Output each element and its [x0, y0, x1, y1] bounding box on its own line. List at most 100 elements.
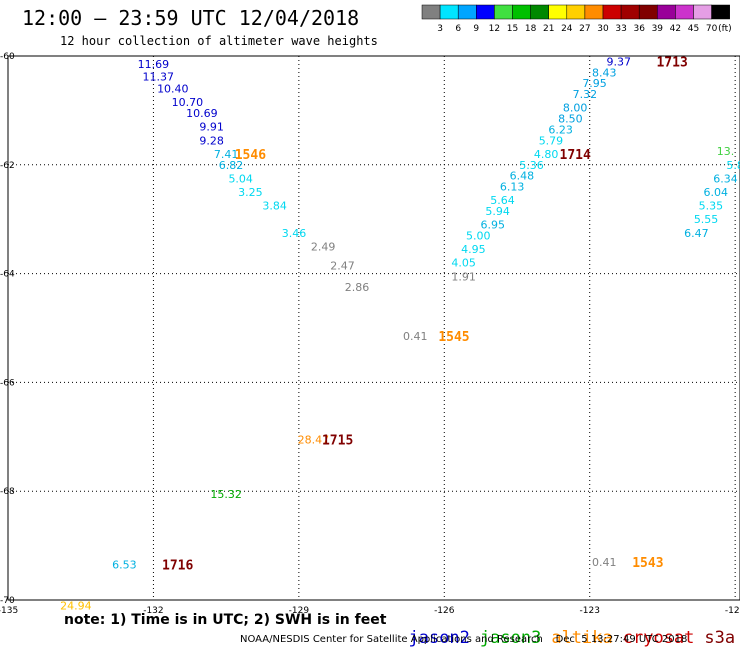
wave-height-value: 8.50: [558, 113, 583, 126]
credit-line: NOAA/NESDIS Center for Satellite Applica…: [240, 634, 688, 645]
wave-height-value: 0.41: [592, 556, 617, 569]
latitude-tick-label: -62: [0, 161, 15, 171]
color-scale-swatch: [421, 4, 441, 20]
color-scale-label: 45: [688, 24, 699, 34]
wave-height-value: 6.53: [112, 559, 137, 572]
wave-height-value: 5.55: [694, 213, 719, 226]
color-scale-swatch: [602, 4, 622, 20]
wave-height-value: 6.48: [510, 170, 535, 183]
color-scale-label: 9: [473, 24, 479, 34]
wave-height-value: 15.32: [210, 488, 242, 501]
wave-height-value: 10.70: [172, 96, 204, 109]
color-scale-label: 3: [437, 24, 443, 34]
wave-height-value: 1.91: [451, 270, 476, 283]
wave-height-value: 5.64: [490, 194, 515, 207]
wave-height-value: 10.69: [186, 107, 218, 120]
wave-height-value: 8.43: [592, 66, 617, 79]
color-scale-swatch: [530, 4, 549, 20]
wave-height-value: 3.84: [262, 200, 287, 213]
longitude-tick-label: -120: [725, 606, 740, 616]
color-scale-label: 21: [543, 24, 554, 34]
orbit-pass-label: 1714: [560, 148, 591, 163]
color-scale-swatch: [457, 4, 477, 20]
latitude-tick-label: -60: [0, 52, 15, 62]
color-scale-label: 12: [489, 24, 500, 34]
wave-height-value: 11.37: [143, 71, 175, 84]
color-scale-label: 33: [615, 24, 626, 34]
wave-height-value: 5.79: [539, 134, 564, 147]
longitude-tick-label: -135: [0, 606, 18, 616]
wave-height-value: 6.04: [704, 186, 729, 199]
color-scale-swatch: [620, 4, 640, 20]
color-scale-swatch: [439, 4, 459, 20]
longitude-tick-label: -132: [143, 606, 163, 616]
wave-height-value: 5.36: [519, 159, 544, 172]
color-scale-label: 18: [525, 24, 537, 34]
wave-height-value: 10.40: [157, 83, 189, 96]
color-scale-swatch: [638, 4, 658, 20]
color-scale-swatch: [711, 4, 730, 20]
longitude-tick-label: -129: [289, 606, 310, 616]
color-scale-label: 36: [633, 24, 645, 34]
wave-height-value: 5.8: [726, 159, 740, 172]
wave-height-value: 2.49: [311, 240, 336, 253]
latitude-tick-label: -70: [0, 596, 15, 606]
color-scale-swatch: [657, 4, 676, 20]
orbit-pass-label: 1713: [656, 55, 687, 70]
wave-height-value: 6.82: [219, 159, 244, 172]
satellite-legend-s3a: s3a: [704, 628, 736, 648]
wave-height-value: 4.05: [451, 257, 476, 270]
wave-height-value: 3.46: [282, 227, 307, 240]
wave-height-value: 2.47: [330, 259, 355, 272]
color-scale-label: 15: [507, 24, 518, 34]
color-scale-swatch: [512, 4, 531, 20]
orbit-pass-label: 1546: [235, 148, 266, 163]
wave-height-value: 2.86: [345, 281, 370, 294]
orbit-pass-label: 1716: [162, 559, 193, 574]
wave-height-value: 3.25: [238, 186, 263, 199]
wave-height-value: 24.94: [60, 599, 92, 612]
color-scale-label: 24: [561, 24, 573, 34]
wave-height-value: 8.00: [563, 102, 588, 115]
orbit-pass-label: 1543: [632, 556, 663, 571]
color-scale-unit: (ft): [718, 24, 732, 34]
color-scale-label: 70: [706, 24, 718, 34]
color-scale-swatch: [476, 4, 495, 20]
color-scale-swatch: [693, 4, 712, 20]
wave-height-value: 28.47: [298, 434, 330, 447]
orbit-pass-label: 1545: [438, 330, 469, 345]
wave-height-value: 0.41: [403, 330, 428, 343]
color-scale-label: 42: [670, 24, 681, 34]
wave-height-value: 5.04: [228, 172, 253, 185]
satellite-legend-jason3: jason3: [479, 628, 542, 648]
satellite-legend-altika: altika: [551, 628, 613, 648]
wave-height-value: 6.47: [684, 227, 709, 240]
satellite-legend: jason2 jason3 altika cryosat s3a: [388, 608, 740, 648]
wave-height-value: 6.23: [548, 123, 573, 136]
color-scale-swatch: [566, 4, 586, 20]
latitude-tick-label: -64: [0, 270, 15, 280]
color-scale-label: 30: [597, 24, 609, 34]
map-title: 12:00 — 23:59 UTC 12/04/2018: [22, 6, 360, 30]
latitude-tick-label: -68: [0, 487, 15, 497]
wave-height-value: 9.91: [199, 121, 224, 134]
color-scale-swatch: [548, 4, 568, 20]
longitude-tick-label: -126: [434, 606, 455, 616]
color-scale-swatch: [584, 4, 604, 20]
color-scale-label: 27: [579, 24, 590, 34]
satellite-legend-cryosat: cryosat: [622, 628, 695, 648]
wave-height-value: 13.: [717, 145, 735, 158]
color-scale-label: 39: [652, 24, 664, 34]
wave-height-value: 6.34: [713, 172, 738, 185]
wave-height-value: 11.69: [138, 58, 170, 71]
wave-height-value: 9.37: [607, 55, 632, 68]
satellite-legend-jason2: jason2: [408, 628, 470, 648]
wave-height-value: 6.13: [500, 181, 525, 194]
wave-height-value: 5.94: [485, 205, 510, 218]
color-scale-swatch: [494, 4, 513, 20]
map-subtitle: 12 hour collection of altimeter wave hei…: [60, 34, 378, 48]
latitude-tick-label: -66: [0, 378, 15, 388]
longitude-tick-label: -123: [580, 606, 600, 616]
wave-height-value: 7.41: [214, 148, 239, 161]
